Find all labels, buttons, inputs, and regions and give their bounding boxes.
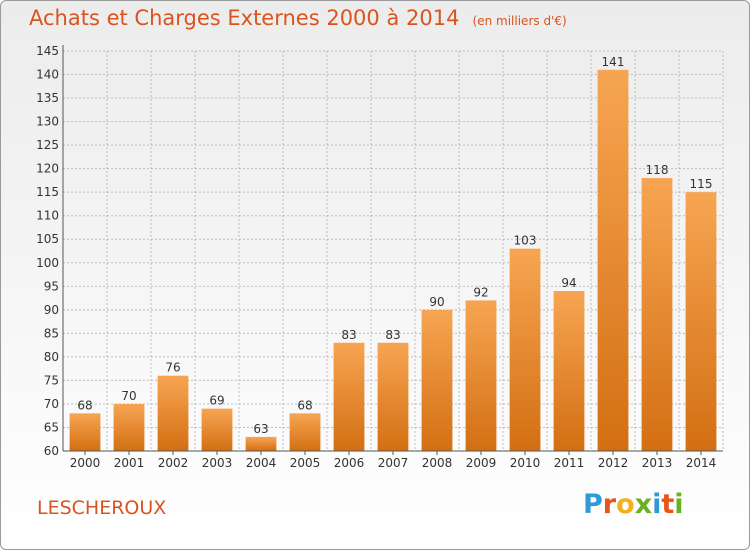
y-tick-label: 75 bbox=[44, 373, 59, 387]
x-tick-label: 2004 bbox=[246, 456, 277, 470]
y-tick-label: 65 bbox=[44, 420, 59, 434]
x-tick-label: 2000 bbox=[70, 456, 101, 470]
data-label: 115 bbox=[690, 177, 713, 191]
y-tick-label: 115 bbox=[36, 185, 59, 199]
y-tick-label: 145 bbox=[36, 44, 59, 58]
proxiti-logo[interactable]: Proxiti bbox=[583, 489, 684, 520]
data-label: 68 bbox=[77, 398, 92, 412]
bar bbox=[465, 300, 497, 451]
y-tick-label: 90 bbox=[44, 303, 59, 317]
logo-letter: o bbox=[616, 489, 635, 520]
bar bbox=[597, 69, 629, 451]
y-tick-label: 85 bbox=[44, 326, 59, 340]
data-label: 141 bbox=[602, 55, 625, 69]
logo-letter: P bbox=[583, 489, 603, 520]
y-tick-label: 120 bbox=[36, 162, 59, 176]
bar bbox=[509, 248, 541, 451]
bar bbox=[641, 178, 673, 451]
x-tick-label: 2013 bbox=[642, 456, 673, 470]
data-label: 83 bbox=[341, 328, 356, 342]
data-label: 69 bbox=[209, 394, 224, 408]
x-tick-label: 2010 bbox=[510, 456, 541, 470]
bars-layer bbox=[69, 69, 717, 452]
bar bbox=[553, 291, 585, 451]
chart-unit: (en milliers d'€) bbox=[472, 14, 567, 28]
data-label: 70 bbox=[121, 389, 136, 403]
bar bbox=[201, 408, 233, 451]
logo-letter: i bbox=[652, 489, 662, 520]
data-label: 94 bbox=[561, 276, 576, 290]
x-tick-label: 2008 bbox=[422, 456, 453, 470]
x-tick-label: 2014 bbox=[686, 456, 717, 470]
x-tick-label: 2009 bbox=[466, 456, 497, 470]
x-tick-label: 2001 bbox=[114, 456, 145, 470]
y-tick-label: 135 bbox=[36, 91, 59, 105]
data-label: 92 bbox=[473, 285, 488, 299]
y-tick-label: 125 bbox=[36, 138, 59, 152]
bar bbox=[421, 309, 453, 451]
y-tick-label: 95 bbox=[44, 279, 59, 293]
x-tick-label: 2007 bbox=[378, 456, 409, 470]
y-tick-label: 60 bbox=[44, 444, 59, 458]
y-tick-label: 100 bbox=[36, 256, 59, 270]
bar bbox=[113, 403, 145, 451]
data-label: 83 bbox=[385, 328, 400, 342]
data-label: 90 bbox=[429, 295, 444, 309]
bar bbox=[333, 342, 365, 451]
y-tick-label: 105 bbox=[36, 232, 59, 246]
x-tick-label: 2012 bbox=[598, 456, 629, 470]
x-tick-label: 2011 bbox=[554, 456, 585, 470]
logo-letter: i bbox=[674, 489, 684, 520]
x-tick-label: 2005 bbox=[290, 456, 321, 470]
x-tick-label: 2002 bbox=[158, 456, 189, 470]
logo-letter: t bbox=[661, 489, 675, 520]
data-label: 118 bbox=[646, 163, 669, 177]
x-tick-label: 2003 bbox=[202, 456, 233, 470]
data-label: 68 bbox=[297, 398, 312, 412]
bar bbox=[157, 375, 189, 451]
bar bbox=[289, 413, 321, 451]
x-tick-label: 2006 bbox=[334, 456, 365, 470]
y-tick-label: 110 bbox=[36, 209, 59, 223]
data-label: 103 bbox=[514, 234, 537, 248]
axis-layer: 60 65 70 75 80 85 90 95 100 105 110 115 120 125 130 135… bbox=[36, 44, 723, 470]
bar bbox=[69, 413, 101, 451]
bar bbox=[245, 436, 277, 451]
bar bbox=[377, 342, 409, 451]
chart-title: Achats et Charges Externes 2000 à 2014 bbox=[29, 6, 460, 30]
logo-letter: r bbox=[602, 489, 617, 520]
bar bbox=[685, 192, 717, 452]
y-tick-label: 70 bbox=[44, 397, 59, 411]
y-tick-label: 80 bbox=[44, 350, 59, 364]
title-row: Achats et Charges Externes 2000 à 2014 (… bbox=[29, 6, 567, 30]
data-label: 63 bbox=[253, 422, 268, 436]
y-tick-label: 140 bbox=[36, 68, 59, 82]
data-label: 76 bbox=[165, 361, 180, 375]
y-tick-label: 130 bbox=[36, 115, 59, 129]
logo-letter: x bbox=[634, 489, 653, 520]
commune-name: LESCHEROUX bbox=[37, 497, 167, 519]
